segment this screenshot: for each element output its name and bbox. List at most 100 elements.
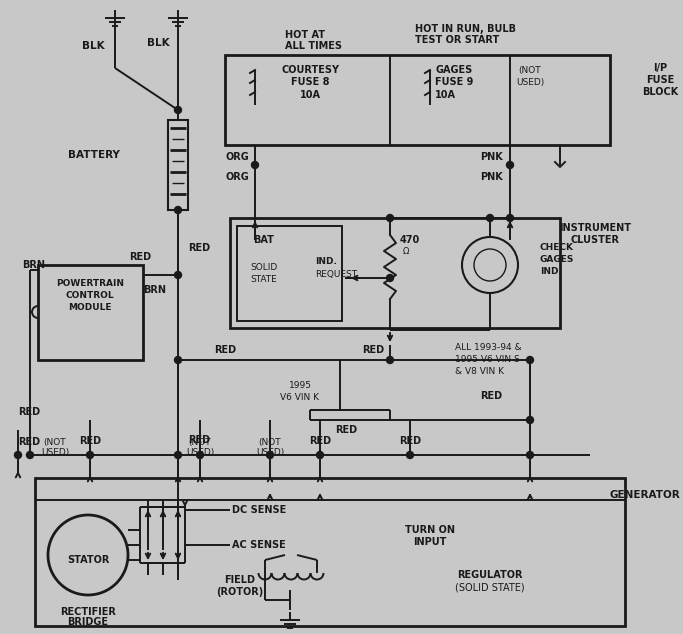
Circle shape <box>27 451 33 458</box>
Circle shape <box>197 451 204 458</box>
Text: BAT: BAT <box>253 235 274 245</box>
Text: BLOCK: BLOCK <box>642 87 678 97</box>
Text: CONTROL: CONTROL <box>66 290 114 299</box>
Text: MODULE: MODULE <box>68 302 112 311</box>
Text: RED: RED <box>362 345 384 355</box>
Circle shape <box>266 451 273 458</box>
Text: GAGES: GAGES <box>435 65 472 75</box>
Text: 10A: 10A <box>435 90 456 100</box>
Text: RED: RED <box>399 436 421 446</box>
Text: RED: RED <box>214 345 236 355</box>
Text: POWERTRAIN: POWERTRAIN <box>56 278 124 287</box>
Text: ALL 1993-94 &: ALL 1993-94 & <box>455 344 522 353</box>
Text: ALL TIMES: ALL TIMES <box>285 41 342 51</box>
Text: BRN: BRN <box>143 285 167 295</box>
Text: BLK: BLK <box>82 41 104 51</box>
Circle shape <box>174 107 182 113</box>
Text: FUSE 8: FUSE 8 <box>291 77 329 87</box>
Text: FUSE: FUSE <box>646 75 674 85</box>
Text: RECTIFIER: RECTIFIER <box>60 607 116 617</box>
Text: RED: RED <box>188 435 210 445</box>
Text: I/P: I/P <box>653 63 667 73</box>
Text: RED: RED <box>480 391 502 401</box>
Text: USED): USED) <box>186 448 214 458</box>
Circle shape <box>387 356 393 363</box>
Text: (ROTOR): (ROTOR) <box>217 587 264 597</box>
Text: HOT AT: HOT AT <box>285 30 325 40</box>
Bar <box>237 226 342 321</box>
Text: BRN: BRN <box>22 260 45 270</box>
Bar <box>35 478 625 626</box>
Circle shape <box>527 417 533 424</box>
Text: RED: RED <box>18 407 40 417</box>
Circle shape <box>527 356 533 363</box>
Text: SOLID: SOLID <box>250 264 277 273</box>
Text: CLUSTER: CLUSTER <box>570 235 619 245</box>
Text: (NOT: (NOT <box>44 437 66 446</box>
Text: BRIDGE: BRIDGE <box>68 617 109 627</box>
Text: RED: RED <box>335 425 357 435</box>
Text: ORG: ORG <box>225 172 249 182</box>
Text: (NOT: (NOT <box>259 437 281 446</box>
Text: USED): USED) <box>256 448 284 458</box>
Text: RED: RED <box>79 436 101 446</box>
Text: Ω: Ω <box>403 247 409 257</box>
Text: GAGES: GAGES <box>540 256 574 264</box>
Circle shape <box>316 451 324 458</box>
Text: IND.: IND. <box>315 257 337 266</box>
Text: STATE: STATE <box>250 276 277 285</box>
Text: BLK: BLK <box>147 38 169 48</box>
Text: DC SENSE: DC SENSE <box>232 505 286 515</box>
Text: ORG: ORG <box>225 152 249 162</box>
Circle shape <box>527 451 533 458</box>
Text: PNK: PNK <box>480 152 503 162</box>
Circle shape <box>507 214 514 221</box>
Text: (NOT: (NOT <box>189 437 211 446</box>
Circle shape <box>48 515 128 595</box>
Text: RED: RED <box>309 436 331 446</box>
Text: 1995: 1995 <box>288 380 311 389</box>
Bar <box>168 120 188 210</box>
Text: 1995 V6 VIN S: 1995 V6 VIN S <box>455 356 520 365</box>
Text: RED: RED <box>18 437 40 447</box>
Circle shape <box>174 451 182 458</box>
Text: INPUT: INPUT <box>413 537 447 547</box>
Bar <box>38 265 143 360</box>
Text: FIELD: FIELD <box>225 575 255 585</box>
Circle shape <box>174 271 182 278</box>
Text: 10A: 10A <box>300 90 320 100</box>
Text: PNK: PNK <box>480 172 503 182</box>
Text: USED): USED) <box>41 448 69 458</box>
Circle shape <box>87 451 94 458</box>
Circle shape <box>387 214 393 221</box>
Bar <box>230 218 560 328</box>
Text: V6 VIN K: V6 VIN K <box>281 392 320 401</box>
Text: GENERATOR: GENERATOR <box>610 490 680 500</box>
Circle shape <box>14 451 21 458</box>
Text: (NOT: (NOT <box>518 65 542 75</box>
Text: AC SENSE: AC SENSE <box>232 540 285 550</box>
Text: HOT IN RUN, BULB: HOT IN RUN, BULB <box>415 24 516 34</box>
Text: RED: RED <box>188 243 210 253</box>
Text: REGULATOR: REGULATOR <box>457 570 522 580</box>
Text: IND.: IND. <box>540 268 562 276</box>
Circle shape <box>507 162 514 169</box>
Text: 470: 470 <box>400 235 420 245</box>
Text: USED): USED) <box>516 77 544 86</box>
Bar <box>225 55 610 145</box>
Circle shape <box>474 249 506 281</box>
Text: STATOR: STATOR <box>67 555 109 565</box>
Text: TEST OR START: TEST OR START <box>415 35 499 45</box>
Circle shape <box>251 162 258 169</box>
Text: RED: RED <box>129 252 151 262</box>
Text: BATTERY: BATTERY <box>68 150 120 160</box>
Circle shape <box>462 237 518 293</box>
Text: INSTRUMENT: INSTRUMENT <box>559 223 631 233</box>
Text: FUSE 9: FUSE 9 <box>435 77 473 87</box>
Circle shape <box>486 214 494 221</box>
Text: & V8 VIN K: & V8 VIN K <box>455 368 504 377</box>
Circle shape <box>387 275 393 281</box>
Text: REQUEST: REQUEST <box>315 269 357 278</box>
Circle shape <box>174 207 182 214</box>
Text: COURTESY: COURTESY <box>281 65 339 75</box>
